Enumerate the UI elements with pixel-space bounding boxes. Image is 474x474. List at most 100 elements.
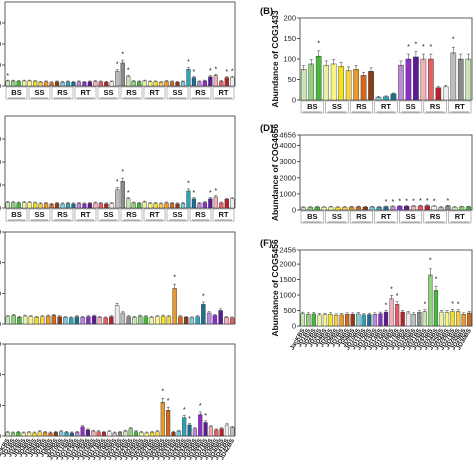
bar	[87, 81, 92, 87]
group-box	[349, 100, 373, 114]
panel-letter: (D)	[260, 123, 273, 134]
significance-star: *	[183, 407, 186, 414]
bar	[375, 96, 382, 101]
y-tick-label: 0	[0, 340, 1, 349]
bar	[117, 432, 123, 437]
significance-star: *	[127, 67, 130, 74]
bar	[323, 64, 329, 101]
plot-frame	[4, 1, 236, 87]
group-box	[5, 208, 28, 222]
bar	[120, 62, 125, 87]
group-label: BS	[11, 210, 21, 219]
bar	[131, 81, 136, 87]
bar	[27, 80, 32, 87]
bar	[465, 206, 472, 211]
group-box	[166, 208, 189, 222]
bar	[353, 69, 359, 101]
significance-star: *	[121, 169, 124, 176]
bar	[322, 314, 328, 327]
panels-layer: 0000**********BSSSRSRTSSRSRTSSRSRT050100…	[0, 1, 473, 461]
bar	[74, 316, 80, 325]
group-label: RT	[455, 212, 465, 221]
group-box	[74, 86, 97, 100]
bar	[224, 317, 229, 325]
bar	[411, 314, 416, 327]
bar	[230, 198, 235, 209]
bar	[93, 81, 98, 87]
bar	[197, 203, 202, 209]
bar	[98, 81, 103, 87]
bar	[98, 203, 103, 209]
group-box	[97, 208, 120, 222]
bar	[186, 190, 191, 209]
bar	[148, 203, 153, 209]
bar	[171, 432, 176, 437]
y-tick-label: 0	[0, 40, 1, 49]
bar	[150, 432, 155, 437]
significance-star: *	[430, 44, 433, 51]
bar	[166, 316, 172, 325]
group-label: RS	[356, 212, 366, 221]
bar	[69, 432, 74, 437]
bar	[457, 58, 464, 101]
y-tick-label: 50	[288, 75, 296, 84]
bar	[308, 63, 315, 101]
bar	[22, 80, 27, 87]
group-box	[74, 208, 97, 222]
group-label: RT	[150, 88, 160, 97]
significance-star: *	[6, 73, 9, 80]
bar	[16, 81, 21, 87]
group-label: RT	[455, 102, 465, 111]
bar	[452, 206, 458, 211]
bar	[328, 206, 334, 211]
bar	[186, 68, 191, 87]
y-tick-label: 500	[283, 306, 296, 315]
significance-star: *	[392, 199, 395, 206]
bar	[128, 428, 133, 437]
bar	[123, 430, 128, 437]
bar	[126, 198, 131, 209]
bar	[372, 314, 378, 327]
group-label: RS	[430, 102, 440, 111]
bar	[120, 312, 126, 325]
significance-star: *	[433, 199, 436, 206]
bar	[445, 205, 451, 211]
group-box	[51, 86, 74, 100]
bar	[5, 202, 10, 209]
bar	[213, 196, 218, 209]
bar	[16, 202, 21, 209]
group-box	[120, 208, 143, 222]
y-tick-label: 0	[0, 258, 1, 267]
bar	[417, 205, 424, 211]
bar	[311, 313, 317, 327]
bar	[229, 317, 235, 325]
bar	[306, 314, 311, 327]
significance-star: *	[193, 190, 196, 197]
bar	[191, 198, 197, 209]
significance-star: *	[225, 69, 228, 76]
significance-star: *	[390, 286, 393, 293]
bar	[317, 314, 322, 327]
bar	[212, 315, 218, 325]
bar	[218, 310, 223, 325]
group-box	[423, 100, 447, 114]
group-box	[120, 86, 143, 100]
bar	[109, 316, 114, 325]
bar	[10, 432, 16, 437]
significance-star: *	[407, 44, 410, 51]
significance-star: *	[199, 403, 202, 410]
bar	[350, 314, 355, 327]
bar	[176, 430, 181, 437]
bar	[300, 207, 307, 211]
bar	[330, 63, 337, 101]
bar	[206, 312, 212, 325]
y-tick-label: 0	[292, 206, 296, 215]
group-label: RS	[126, 210, 136, 219]
bar	[97, 317, 103, 325]
bar	[132, 317, 137, 325]
y-axis-title: Abundance of COG5456	[270, 239, 280, 337]
bar	[224, 77, 229, 87]
panel-e: 0 0 0 0 * *	[0, 228, 236, 329]
group-label: RT	[381, 212, 391, 221]
